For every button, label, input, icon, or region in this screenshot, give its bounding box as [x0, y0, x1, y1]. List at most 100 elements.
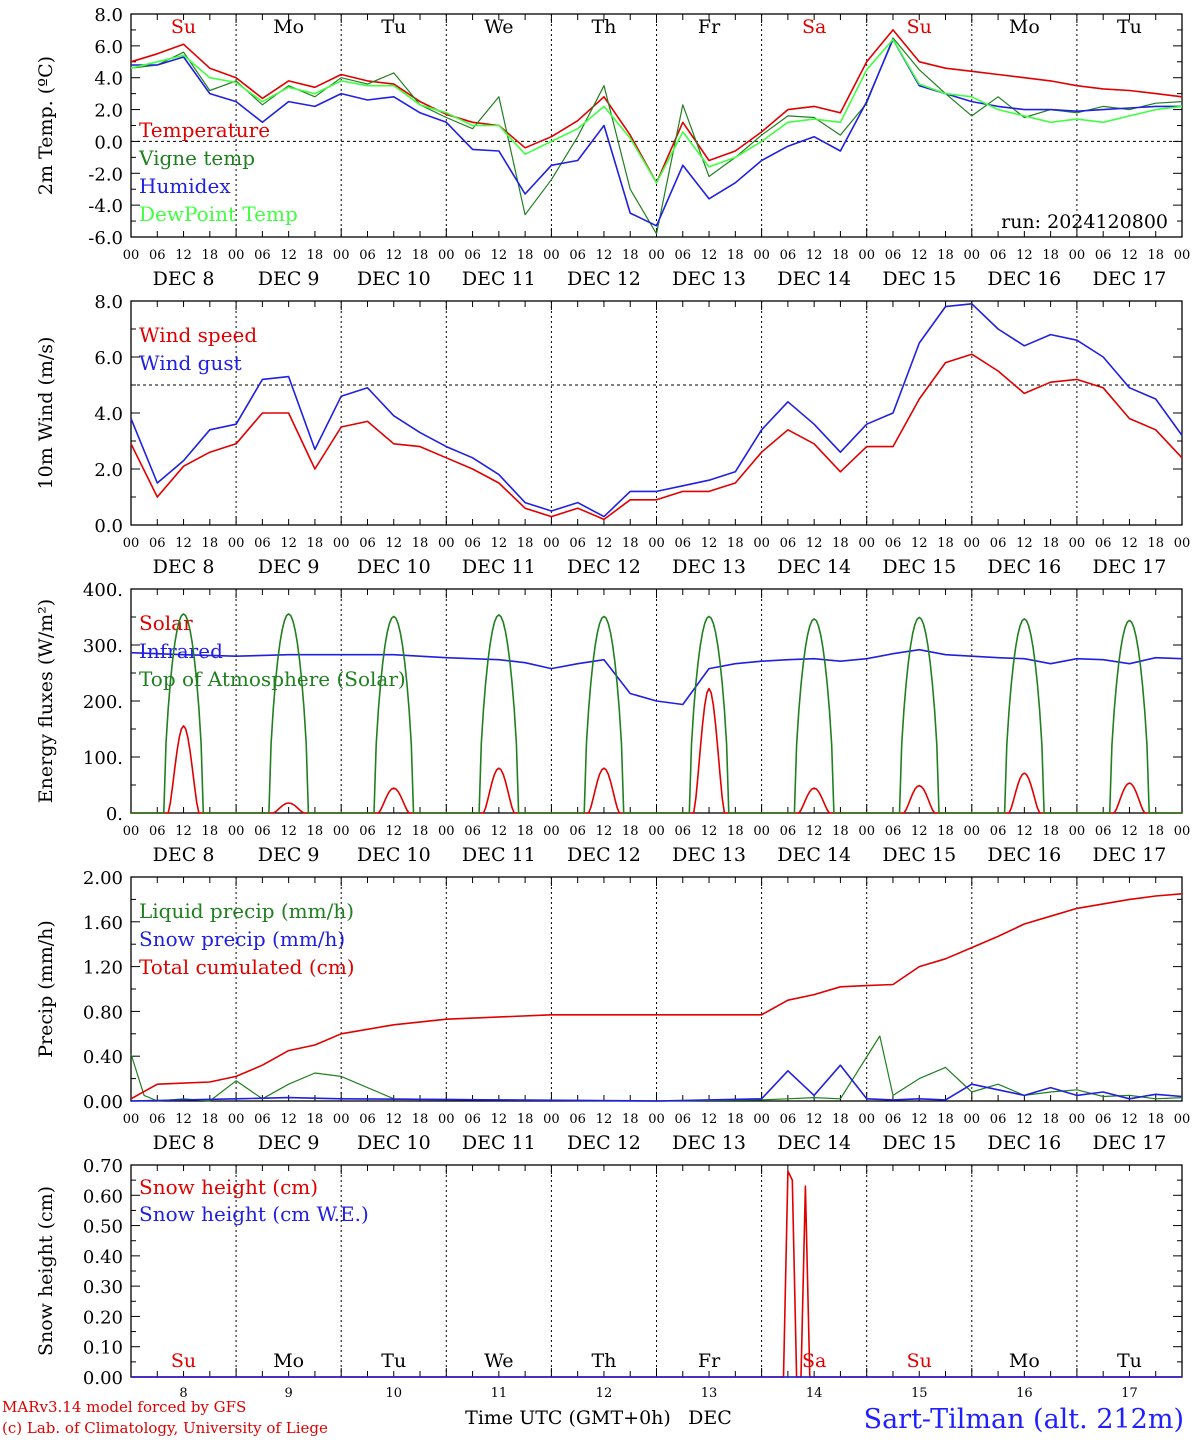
x-hour-label: 00: [333, 248, 350, 263]
x-hour-label: 00: [964, 248, 981, 263]
x-date-label: DEC 9: [258, 556, 320, 578]
x-date-label: DEC 10: [357, 556, 431, 578]
x-date-label: DEC 14: [777, 1132, 851, 1154]
y-tick-label: 6.0: [94, 348, 123, 369]
x-hour-label: 06: [1095, 824, 1112, 839]
x-hour-label: 00: [228, 248, 245, 263]
x-hour-label: 00: [964, 1112, 981, 1127]
x-hour-label: 06: [780, 248, 797, 263]
x-date-label: DEC 10: [357, 844, 431, 866]
x-hour-label: 12: [175, 536, 192, 551]
x-hour-label: 06: [990, 824, 1007, 839]
x-hour-label: 18: [307, 248, 324, 263]
x-hour-label: 06: [569, 536, 586, 551]
legend-series-snow-height-cm: Snow height (cm): [139, 1175, 318, 1199]
x-hour-label: 18: [1042, 1112, 1059, 1127]
x-hour-label: 12: [911, 1112, 928, 1127]
x-date-label: DEC 13: [672, 268, 746, 290]
x-hour-label: 12: [280, 248, 297, 263]
series-top-of-atmosphere-solar-line: [131, 613, 1182, 814]
x-hour-label: 06: [1095, 1112, 1112, 1127]
x-hour-label: 00: [228, 536, 245, 551]
y-tick-label: 0.40: [83, 1247, 123, 1268]
x-hour-label: 00: [333, 1112, 350, 1127]
x-hour-label: 18: [307, 536, 324, 551]
day-name: Tu: [381, 1350, 406, 1372]
x-date-label: DEC 11: [462, 556, 536, 578]
day-name: Su: [171, 16, 196, 38]
x-hour-label: 00: [648, 824, 665, 839]
x-hour-label: 18: [1147, 248, 1164, 263]
day-name: Su: [171, 1350, 196, 1372]
x-hour-label: 12: [1121, 248, 1138, 263]
y-axis-label: 10m Wind (m/s): [35, 337, 57, 490]
day-name: Mo: [1009, 16, 1040, 38]
x-hour-label: 18: [937, 824, 954, 839]
x-date-label: DEC 12: [567, 556, 641, 578]
x-hour-label: 06: [990, 1112, 1007, 1127]
day-name: Sa: [802, 1350, 826, 1372]
x-hour-label: 18: [412, 824, 429, 839]
x-hour-label: 18: [937, 1112, 954, 1127]
x-hour-label: 06: [885, 248, 902, 263]
x-hour-label: 00: [858, 536, 875, 551]
station-label: Sart-Tilman (alt. 212m): [863, 1404, 1184, 1435]
x-hour-label: 00: [648, 536, 665, 551]
x-date-label: DEC 16: [987, 844, 1061, 866]
series-snow-precip-mm-h-line: [130, 1064, 1183, 1102]
series-dewpoint-temp-line: [130, 38, 1183, 184]
x-axis-unit: DEC: [688, 1407, 732, 1429]
x-hour-label: 18: [1042, 248, 1059, 263]
x-date-label: DEC 14: [777, 556, 851, 578]
x-date-label: DEC 9: [258, 268, 320, 290]
y-tick-label: 0.00: [83, 1092, 123, 1113]
panel-3: 0. 100. 200. 300. 400. 00 06 12 18 00 06 12 18 00 06 12…: [35, 580, 1190, 866]
credit-lab: (c) Lab. of Climatology, University of L…: [2, 1419, 328, 1437]
x-hour-label: 18: [1147, 824, 1164, 839]
y-tick-label: 0.40: [83, 1047, 123, 1068]
legend-series-temperature: Temperature: [139, 118, 270, 142]
x-hour-label: 12: [596, 1112, 613, 1127]
run-annotation: run: 2024120800: [1001, 211, 1168, 233]
x-hour-label: 00: [123, 248, 140, 263]
x-date-label: DEC 15: [882, 844, 956, 866]
legend-series-top-of-atmosphere-solar: Top of Atmosphere (Solar): [139, 667, 406, 691]
x-hour-label: 06: [675, 536, 692, 551]
x-hour-label: 12: [806, 248, 823, 263]
x-hour-label: 18: [307, 824, 324, 839]
x-date-label: DEC 8: [153, 556, 215, 578]
x-hour-label: 18: [307, 1112, 324, 1127]
x-hour-label: 12: [385, 824, 402, 839]
x-hour-label: 12: [1016, 248, 1033, 263]
x-hour-label: 12: [491, 536, 508, 551]
y-axis-label: 2m Temp. (ºC): [35, 56, 57, 195]
x-date-label: DEC 9: [258, 844, 320, 866]
x-hour-label: 12: [491, 248, 508, 263]
x-hour-label: 12: [911, 248, 928, 263]
x-date-label: DEC 15: [882, 556, 956, 578]
x-hour-label: 18: [832, 248, 849, 263]
x-hour-label: 06: [464, 1112, 481, 1127]
x-hour-label: 12: [175, 824, 192, 839]
x-date-label: DEC 12: [567, 844, 641, 866]
x-hour-label: 18: [622, 824, 639, 839]
panel-1: -6.0 -4.0 -2.0 0.0 2.0 4.0 6.0 8.0 00 06 12 18 00 06 1…: [35, 5, 1190, 290]
x-hour-label: 12: [280, 536, 297, 551]
y-tick-label: -2.0: [88, 164, 123, 185]
x-hour-label: 12: [1121, 1112, 1138, 1127]
x-hour-label: 00: [1069, 824, 1086, 839]
x-hour-label: 18: [202, 824, 219, 839]
x-hour-label: 00: [753, 248, 770, 263]
x-hour-label: 00: [1174, 1112, 1191, 1127]
x-hour-label: 00: [333, 536, 350, 551]
day-name: Mo: [273, 16, 304, 38]
x-hour-label: 00: [1069, 536, 1086, 551]
x-hour-label: 18: [412, 536, 429, 551]
x-hour-label: 00: [858, 1112, 875, 1127]
x-hour-label: 18: [517, 536, 534, 551]
day-number: 15: [911, 1386, 928, 1401]
y-tick-label: 2.0: [94, 101, 123, 122]
x-hour-label: 18: [832, 536, 849, 551]
y-tick-label: 300.: [83, 636, 123, 657]
legend-series-wind-speed: Wind speed: [139, 323, 257, 347]
